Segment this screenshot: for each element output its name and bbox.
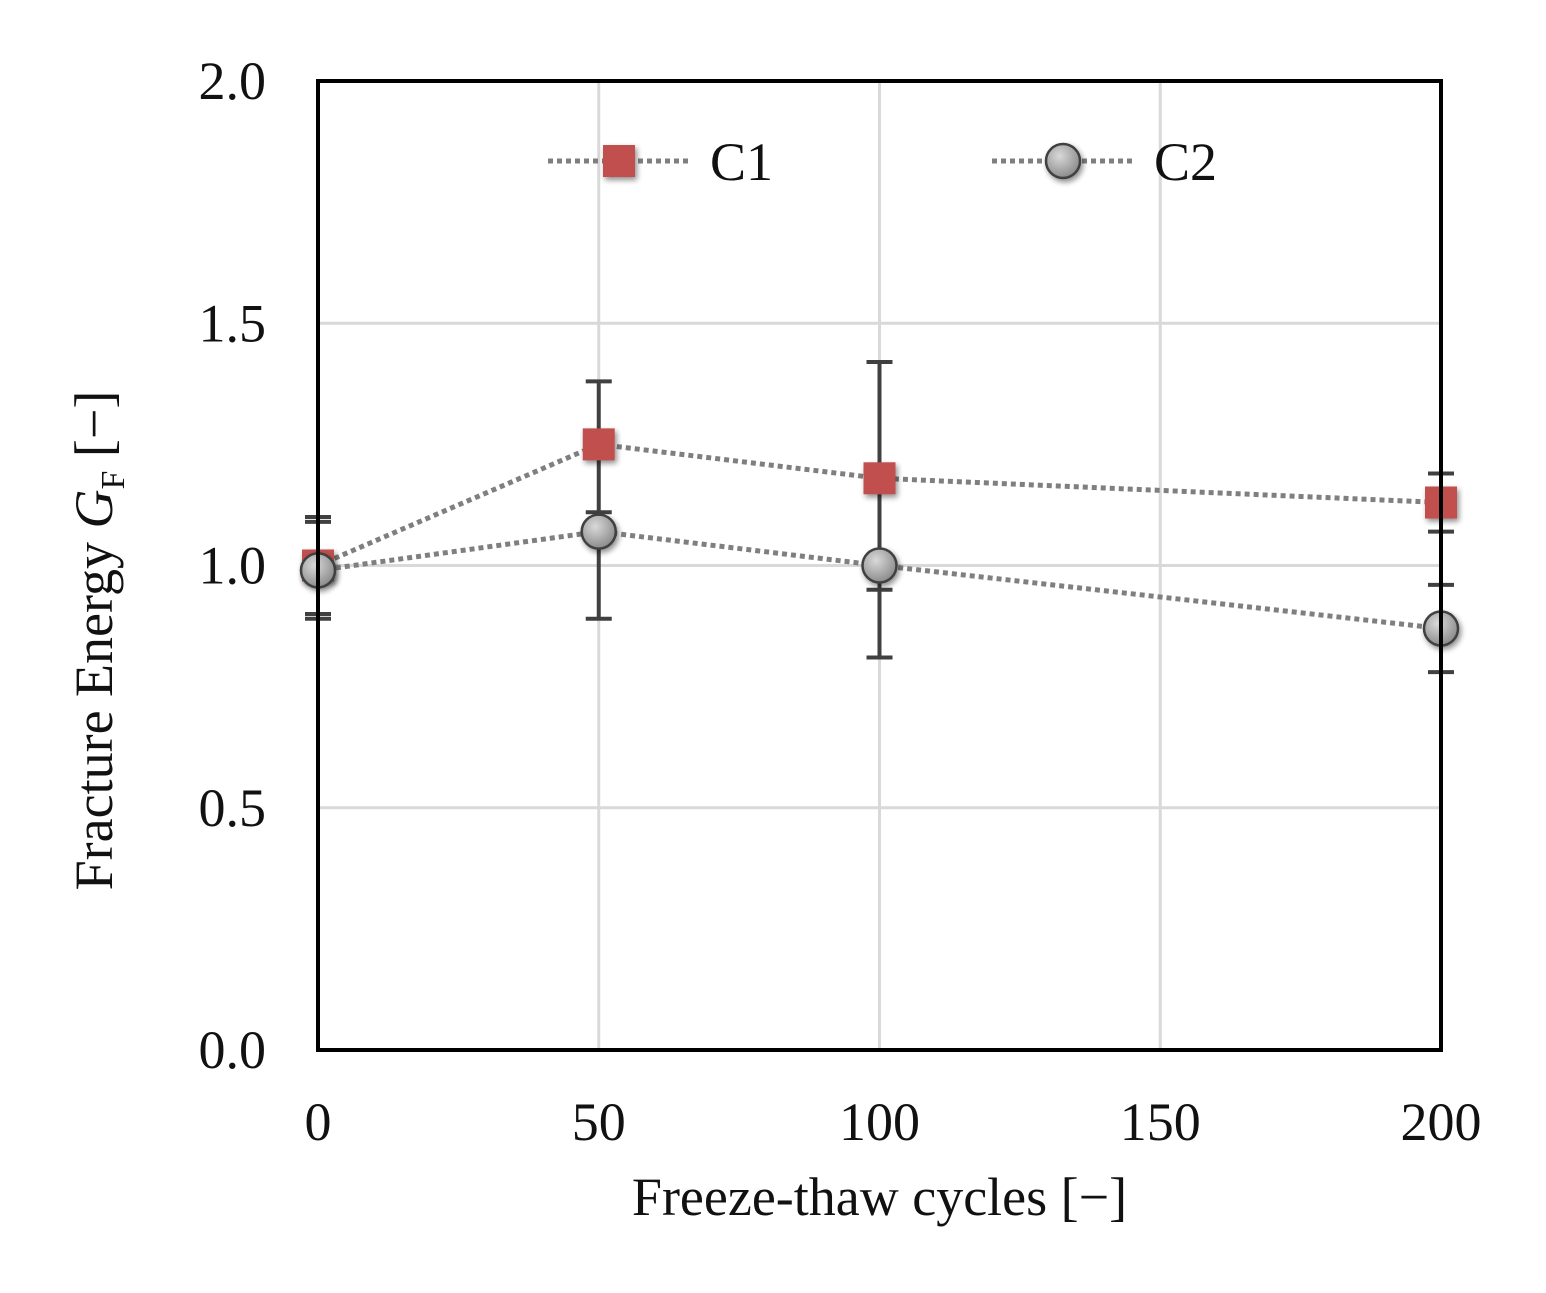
series-layer — [299, 360, 1460, 675]
y-tick-label: 1.0 — [199, 536, 267, 596]
legend: C1 C2 — [548, 132, 1217, 192]
y-tick-label: 0.0 — [199, 1020, 267, 1080]
y-tick-label: 0.5 — [199, 778, 267, 838]
x-tick-label: 100 — [839, 1092, 920, 1152]
y-axis-title-symbol: G — [64, 489, 124, 528]
x-tick-label: 200 — [1401, 1092, 1482, 1152]
x-axis-tick-labels: 0 50 100 150 200 — [305, 1092, 1482, 1152]
legend-marker — [603, 145, 635, 177]
plot-area-frame — [316, 79, 1443, 1052]
legend-marker — [1044, 142, 1082, 180]
y-axis-tick-labels: 0.0 0.5 1.0 1.5 2.0 — [199, 51, 267, 1080]
x-tick-label: 150 — [1120, 1092, 1201, 1152]
x-tick-label: 0 — [305, 1092, 332, 1152]
legend-label: C1 — [710, 132, 773, 192]
y-tick-label: 2.0 — [199, 51, 267, 111]
data-point — [863, 462, 896, 495]
series-line — [317, 529, 1442, 631]
x-axis-title: Freeze-thaw cycles [−] — [632, 1167, 1127, 1227]
y-axis-title-prefix: Fracture Energy — [64, 528, 124, 890]
data-point — [580, 513, 617, 550]
data-point — [861, 547, 898, 584]
y-tick-label: 1.5 — [199, 293, 267, 353]
y-axis-title-suffix: [−] — [64, 391, 124, 471]
data-point — [582, 428, 615, 461]
y-axis-title-subscript: F — [95, 471, 132, 490]
x-tick-label: 50 — [572, 1092, 626, 1152]
legend-label: C2 — [1154, 132, 1217, 192]
y-axis-title: Fracture Energy GF [−] — [64, 391, 132, 891]
